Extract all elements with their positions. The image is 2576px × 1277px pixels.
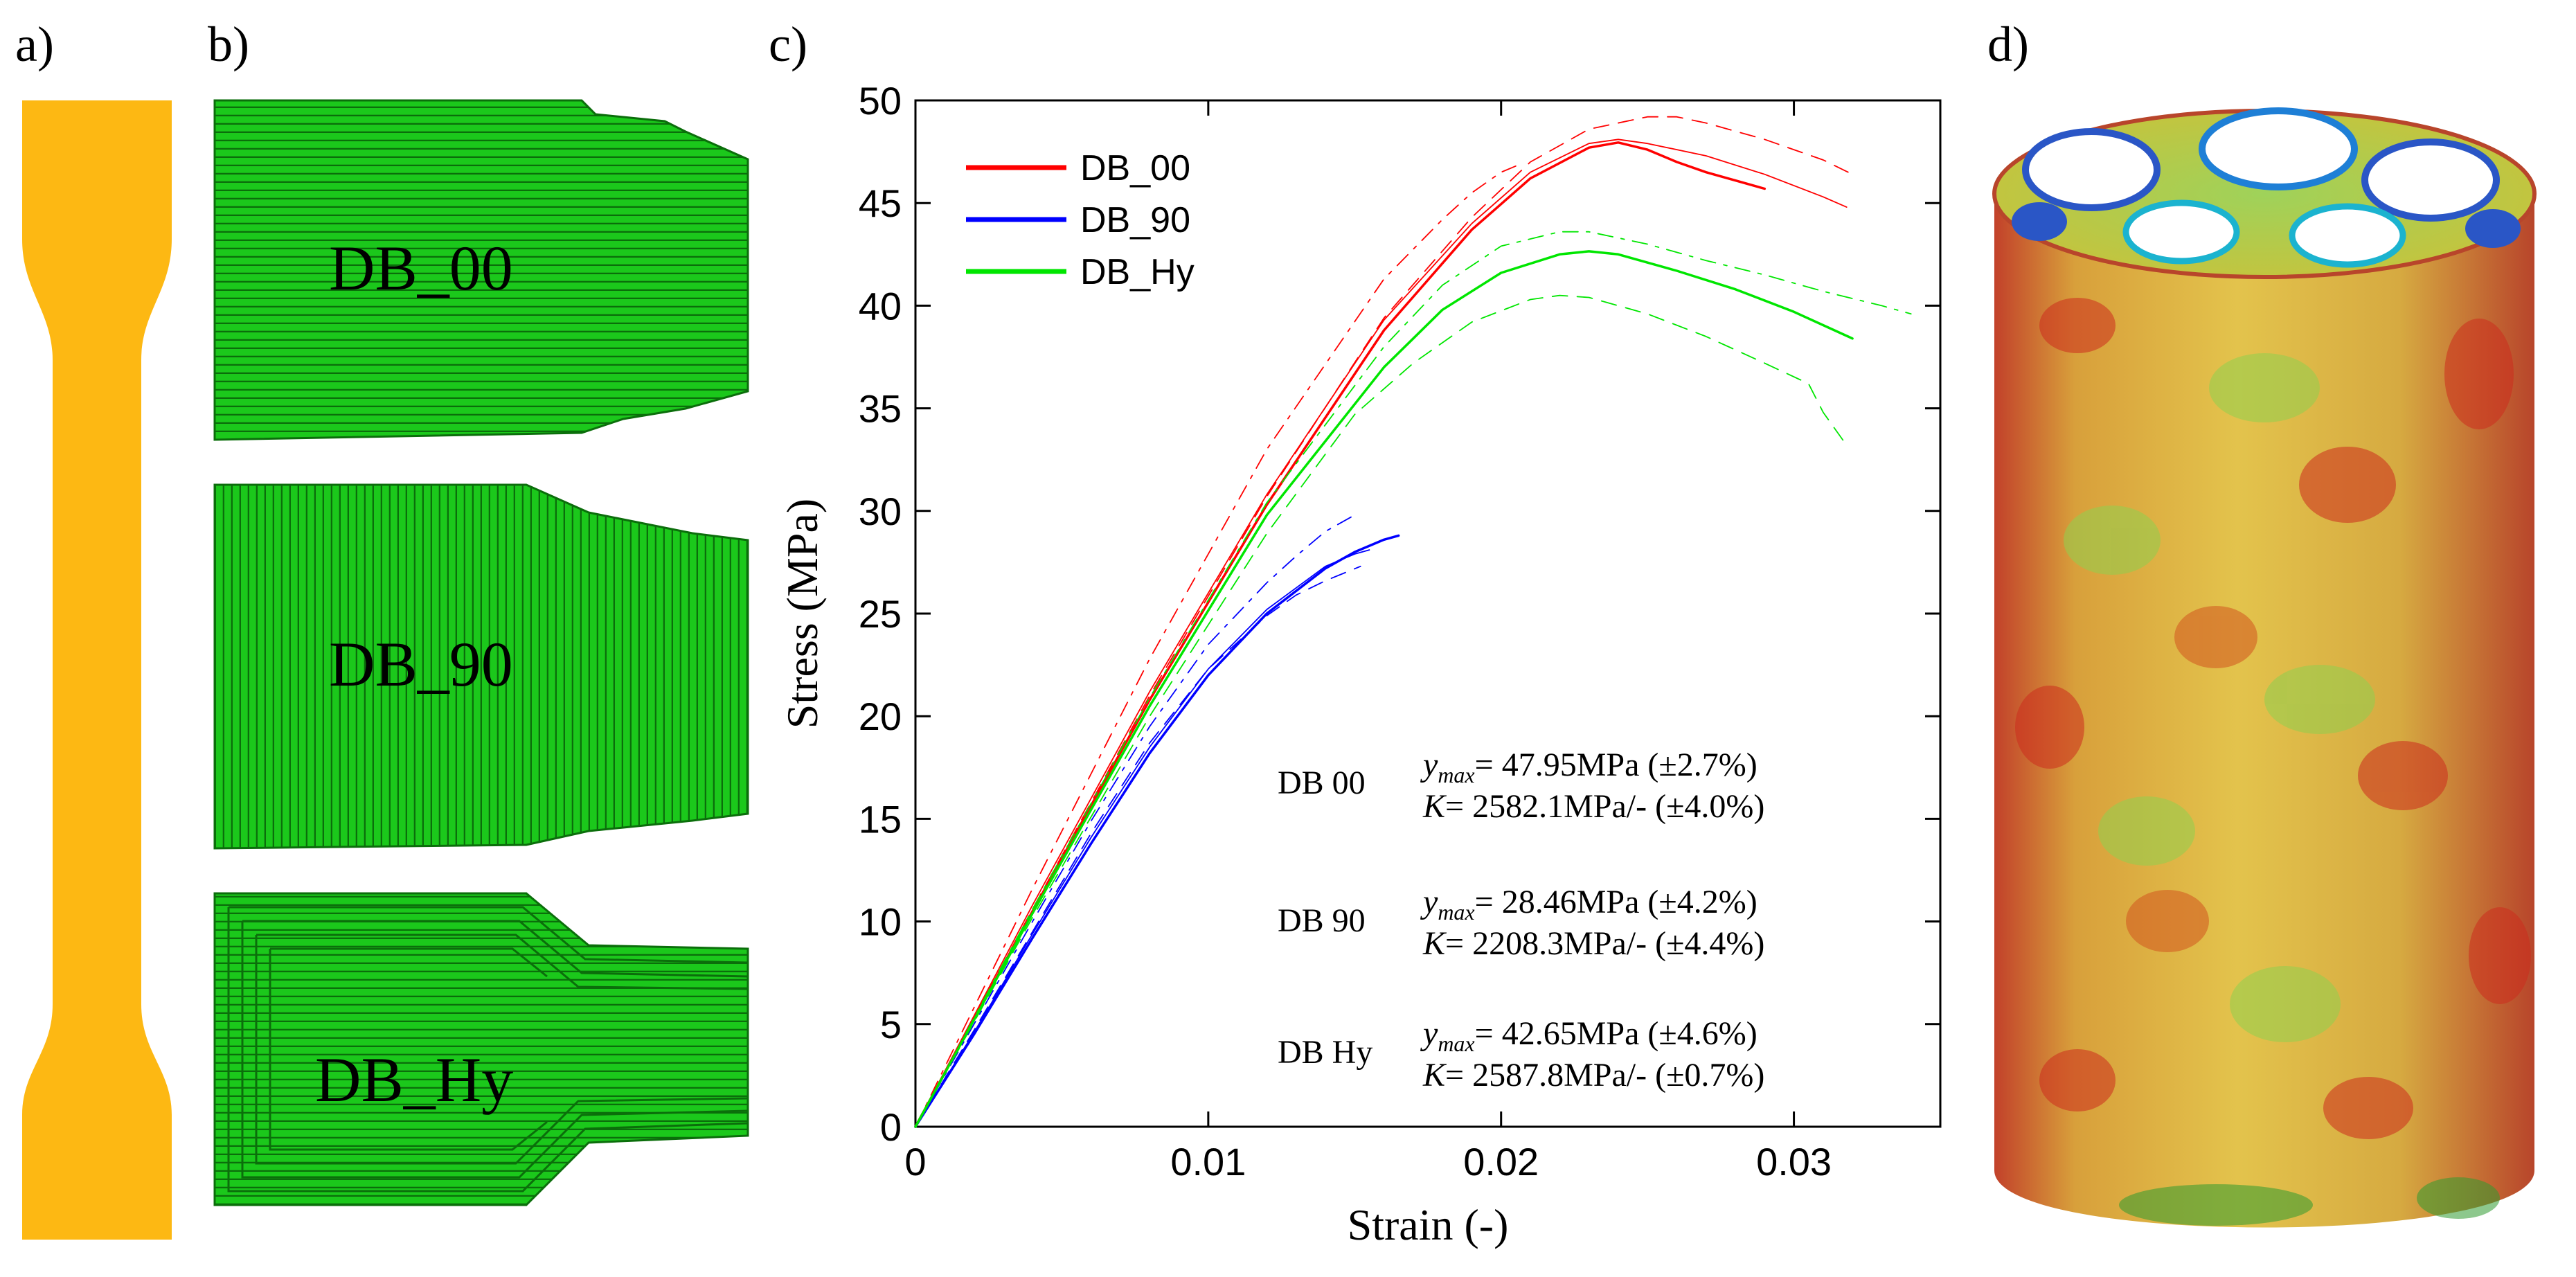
panel-label-c: c): [769, 17, 807, 72]
cylinder-fea-render: [1992, 107, 2537, 1228]
annotation-ymax: ymax= 47.95MPa (±2.7%): [1420, 747, 1757, 787]
series-line-replicate-2: [915, 116, 1854, 1127]
panel-label-d: d): [1987, 17, 2029, 72]
series-line-db-hy: [914, 250, 1854, 1128]
x-tick-label: 0: [904, 1140, 926, 1184]
series-line-replicate-6: [915, 565, 1361, 1127]
series-line-replicate-10: [915, 231, 1912, 1127]
specimen-db90: DB_90: [213, 483, 749, 850]
y-tick-label: 35: [859, 387, 902, 431]
y-tick-label: 10: [859, 900, 902, 944]
y-tick-label: 0: [880, 1105, 902, 1149]
series-line-replicate-7: [915, 514, 1356, 1127]
x-tick-label: 0.02: [1463, 1140, 1539, 1184]
y-tick-label: 25: [859, 592, 902, 636]
annotation-db00: DB 00 ymax= 47.95MPa (±2.7%) K= 2582.1MP…: [1278, 747, 1764, 825]
series-layer: [914, 116, 1912, 1128]
annotation-ymax: ymax= 42.65MPa (±4.6%): [1420, 1015, 1757, 1056]
dogbone-specimen: [22, 100, 172, 1240]
y-tick-label: 45: [859, 181, 902, 225]
plot-frame: [914, 99, 1942, 1128]
series-line-db-90: [914, 534, 1400, 1128]
x-tick-label: 0.01: [1170, 1140, 1246, 1184]
specimen-db00: DB_00: [213, 99, 749, 441]
legend-label-db00: DB_00: [1080, 148, 1190, 188]
gyroid-holes: [2012, 107, 2521, 268]
panel-label-b: b): [208, 17, 249, 72]
series-line-replicate-9: [915, 294, 1848, 1127]
x-axis-label: Strain (-): [1348, 1200, 1509, 1249]
axis-ticks: 0 5 10 15 20 25 30 35 40 45 50 0 0.01 0.02 0.03: [859, 79, 1940, 1184]
legend-label-dbhy: DB_Hy: [1080, 252, 1195, 292]
y-tick-label: 30: [859, 490, 902, 533]
legend: DB_00 DB_90 DB_Hy: [966, 148, 1195, 292]
series-line-db-00: [914, 141, 1766, 1128]
annotation-dbhy: DB Hy ymax= 42.65MPa (±4.6%) K= 2587.8MP…: [1278, 1015, 1764, 1093]
specimen-label-db00: DB_00: [329, 233, 513, 303]
y-tick-label: 40: [859, 284, 902, 328]
annotation-name: DB 90: [1278, 902, 1366, 939]
annotation-k: K= 2208.3MPa/- (±4.4%): [1422, 925, 1764, 962]
specimen-dbhy: DB_Hy: [213, 892, 749, 1206]
stress-strain-chart: 0 5 10 15 20 25 30 35 40 45 50 0 0.01 0.02 0.03 Strain…: [778, 79, 1942, 1249]
annotation-name: DB Hy: [1278, 1034, 1372, 1071]
y-axis-label: Stress (MPa): [778, 499, 827, 729]
annotation-db90: DB 90 ymax= 28.46MPa (±4.2%) K= 2208.3MP…: [1278, 884, 1764, 962]
specimen-label-db90: DB_90: [329, 629, 513, 699]
panel-label-a: a): [15, 17, 54, 72]
annotation-name: DB 00: [1278, 765, 1366, 801]
y-tick-label: 20: [859, 695, 902, 738]
y-tick-label: 5: [880, 1003, 902, 1046]
annotation-ymax: ymax= 28.46MPa (±4.2%): [1420, 884, 1757, 925]
legend-label-db90: DB_90: [1080, 200, 1190, 240]
annotation-k: K= 2582.1MPa/- (±4.0%): [1422, 788, 1764, 825]
series-line-replicate-5: [915, 549, 1370, 1127]
y-tick-label: 50: [859, 79, 902, 123]
x-tick-label: 0.03: [1756, 1140, 1832, 1184]
specimen-label-dbhy: DB_Hy: [315, 1044, 513, 1115]
series-line-replicate-1: [915, 139, 1848, 1127]
annotation-k: K= 2587.8MPa/- (±0.7%): [1422, 1057, 1764, 1093]
y-tick-label: 15: [859, 797, 902, 841]
